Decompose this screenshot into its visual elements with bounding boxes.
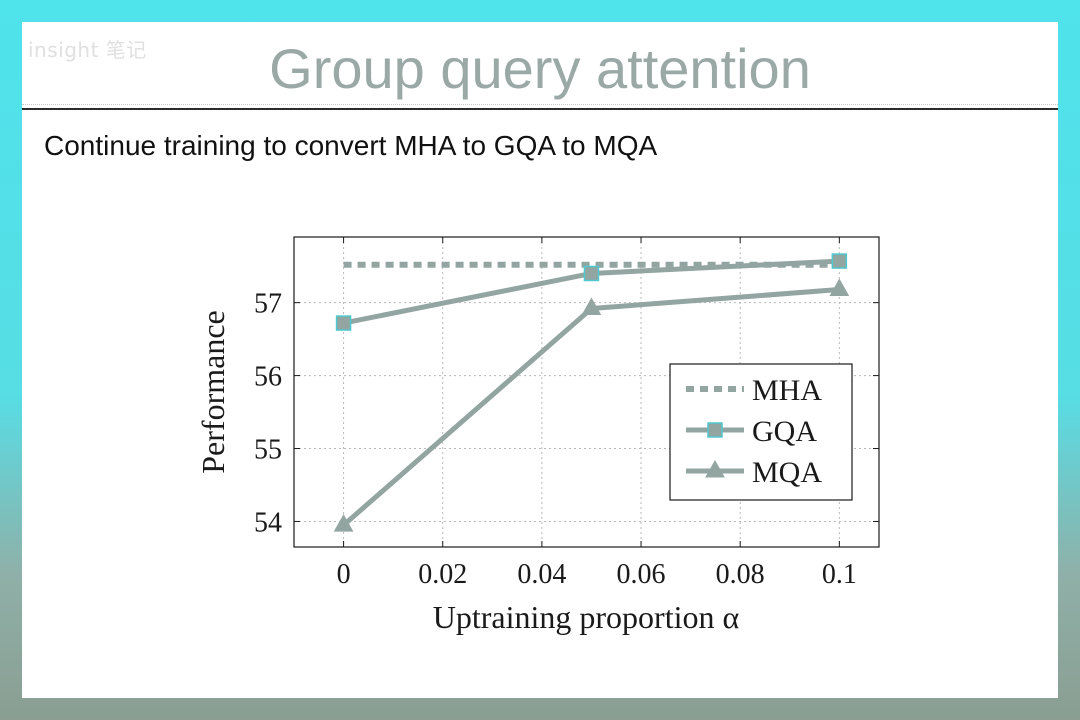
legend-mqa-label: MQA	[752, 456, 822, 489]
x-tick-label: 0.08	[716, 559, 765, 590]
mqa-point	[829, 278, 850, 297]
slide-title: Group query attention	[269, 37, 811, 100]
mqa-point	[581, 297, 602, 315]
gqa-point	[583, 265, 600, 282]
legend-gqa-label: GQA	[752, 415, 817, 448]
gqa-point	[831, 253, 848, 269]
chart-legend: MHA GQA MQA	[669, 363, 853, 501]
x-tick-label: 0.1	[822, 559, 857, 590]
y-tick-label: 57	[254, 289, 282, 320]
chart-series	[333, 253, 850, 532]
mqa-point	[333, 514, 354, 532]
slide: insight 笔记 Group query attention Continu…	[22, 22, 1058, 698]
title-divider	[22, 108, 1058, 110]
legend-gqa-marker	[707, 422, 723, 438]
watermark-logo: insight 笔记	[28, 38, 147, 62]
legend-mqa-marker	[705, 459, 725, 478]
gqa-point	[335, 315, 352, 331]
chart-ticks: 0 0.02 0.04 0.06 0.08 0.1 54 55 56 57	[254, 237, 879, 590]
x-tick-label: 0	[337, 559, 351, 590]
title-dotted-divider	[22, 104, 1058, 106]
y-tick-label: 56	[254, 362, 282, 393]
y-axis-label: Performance	[195, 310, 231, 473]
x-tick-label: 0.06	[617, 559, 666, 590]
y-tick-label: 55	[254, 435, 282, 466]
x-tick-label: 0.04	[517, 559, 566, 590]
slide-subtitle: Continue training to convert MHA to GQA …	[44, 130, 658, 161]
x-tick-label: 0.02	[418, 559, 467, 590]
legend-mha-label: MHA	[752, 374, 822, 407]
y-tick-label: 54	[254, 507, 282, 538]
x-axis-label: Uptraining proportion α	[433, 599, 740, 635]
plot-frame	[293, 236, 880, 548]
